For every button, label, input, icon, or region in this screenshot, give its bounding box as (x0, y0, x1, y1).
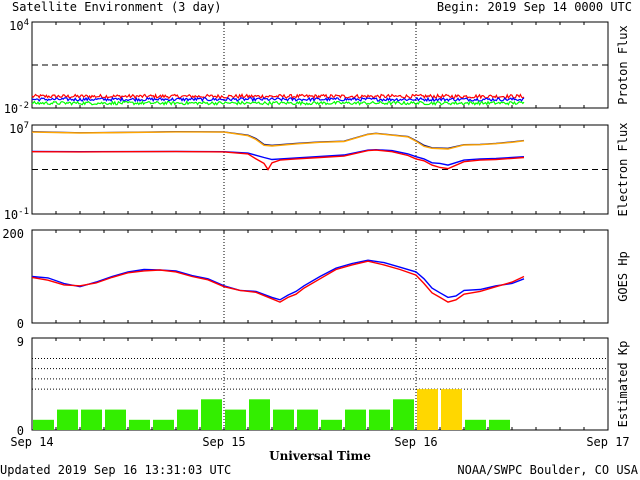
goes_hp-y-tick-bottom: 0 (17, 317, 24, 331)
electron-y-tick-bottom: 10-1 (4, 207, 29, 222)
kp-bar (129, 419, 150, 430)
kp-bar (225, 409, 246, 430)
goes_hp-series-0 (31, 259, 525, 301)
proton-series-1 (31, 96, 525, 103)
kp-bar (153, 419, 174, 430)
kp-bar (417, 389, 438, 430)
electron-frame (31, 124, 609, 215)
kp-bar (249, 399, 270, 430)
electron-series-1 (31, 149, 525, 171)
kp-bar (105, 409, 126, 430)
proton-series-0 (31, 92, 525, 100)
proton-y-label: Proton Flux (616, 25, 630, 104)
kp-bar (321, 419, 342, 430)
x-tick-label: Sep 15 (202, 435, 245, 449)
proton-series-2 (31, 100, 525, 107)
updated-time: Updated 2019 Sep 16 13:31:03 UTC (0, 463, 232, 477)
electron-y-label: Electron Flux (616, 123, 630, 217)
x-tick-label: Sep 17 (586, 435, 629, 449)
x-tick-label: Sep 16 (394, 435, 437, 449)
kp-bar (297, 409, 318, 430)
x-axis-label: Universal Time (269, 449, 371, 463)
kp-bar (369, 409, 390, 430)
electron-y-tick-top: 107 (9, 121, 29, 136)
credit: NOAA/SWPC Boulder, CO USA (457, 463, 638, 477)
kp-bar (201, 399, 222, 430)
x-tick-label: Sep 14 (10, 435, 53, 449)
goes_hp-series-1 (31, 260, 525, 303)
kp-bar (465, 419, 486, 430)
kp-bar (489, 419, 510, 430)
kp-bar (345, 409, 366, 430)
proton-y-tick-bottom: 10-2 (4, 101, 29, 116)
proton-y-tick-top: 104 (9, 18, 29, 33)
goes_hp-y-label: GOES Hp (616, 251, 630, 302)
kp-y-tick-top: 9 (17, 335, 24, 349)
kp-bar (33, 419, 54, 430)
kp-bar (441, 389, 462, 430)
begin-time: Begin: 2019 Sep 14 0000 UTC (436, 0, 632, 14)
kp-y-label: Estimated Kp (616, 341, 630, 428)
kp-bar (57, 409, 78, 430)
kp-bar (177, 409, 198, 430)
kp-bar (393, 399, 414, 430)
proton-frame (31, 21, 609, 109)
goes_hp-y-tick-top: 200 (2, 227, 24, 241)
kp-y-tick-bottom: 0 (17, 424, 24, 438)
chart-title: Satellite Environment (3 day) (12, 0, 222, 14)
electron-series-3 (31, 131, 525, 150)
kp-bar (273, 409, 294, 430)
kp-bar (81, 409, 102, 430)
